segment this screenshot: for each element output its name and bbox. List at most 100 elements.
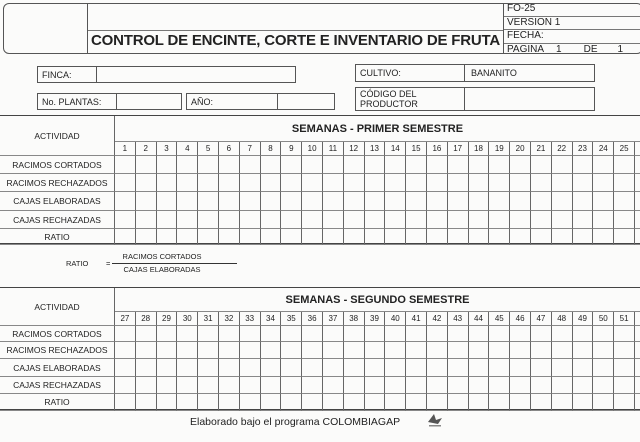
data-cell-12[interactable] <box>343 211 365 229</box>
data-cell-48[interactable] <box>551 342 573 359</box>
anio-field[interactable]: AÑO: <box>186 93 335 110</box>
data-cell-26[interactable] <box>635 174 640 192</box>
data-cell-10[interactable] <box>302 156 323 174</box>
data-cell-32[interactable] <box>219 394 240 411</box>
data-cell-11[interactable] <box>323 156 344 174</box>
data-cell-15[interactable] <box>406 156 427 174</box>
productor-field[interactable]: CÓDIGO DEL PRODUCTOR <box>355 87 595 111</box>
data-cell-31[interactable] <box>198 359 219 377</box>
data-cell-34[interactable] <box>260 394 282 411</box>
data-cell-12[interactable] <box>343 229 365 245</box>
data-cell-3[interactable] <box>156 174 178 192</box>
data-cell-1[interactable] <box>115 156 136 174</box>
data-cell-37[interactable] <box>323 342 344 359</box>
data-cell-31[interactable] <box>198 342 219 359</box>
data-cell-4[interactable] <box>177 156 199 174</box>
data-cell-49[interactable] <box>572 359 594 377</box>
data-cell-23[interactable] <box>572 156 594 174</box>
data-cell-6[interactable] <box>219 211 240 229</box>
data-cell-5[interactable] <box>198 229 219 245</box>
data-cell-20[interactable] <box>510 192 531 211</box>
data-cell-23[interactable] <box>572 229 594 245</box>
data-cell-27[interactable] <box>115 342 136 359</box>
data-cell-19[interactable] <box>489 211 511 229</box>
data-cell-6[interactable] <box>219 192 240 211</box>
data-cell-29[interactable] <box>156 377 178 394</box>
data-cell-27[interactable] <box>115 394 136 411</box>
data-cell-43[interactable] <box>447 377 469 394</box>
data-cell-38[interactable] <box>343 394 365 411</box>
data-cell-14[interactable] <box>385 192 407 211</box>
data-cell-18[interactable] <box>468 192 490 211</box>
data-cell-9[interactable] <box>281 156 303 174</box>
finca-value[interactable] <box>97 67 109 82</box>
data-cell-7[interactable] <box>239 211 261 229</box>
data-cell-8[interactable] <box>260 211 282 229</box>
data-cell-25[interactable] <box>614 192 635 211</box>
data-cell-24[interactable] <box>593 211 615 229</box>
data-cell-14[interactable] <box>385 156 407 174</box>
data-cell-17[interactable] <box>447 156 469 174</box>
data-cell-42[interactable] <box>427 342 448 359</box>
data-cell-29[interactable] <box>156 342 178 359</box>
data-cell-38[interactable] <box>343 377 365 394</box>
data-cell-34[interactable] <box>260 359 282 377</box>
data-cell-51[interactable] <box>614 342 635 359</box>
data-cell-51[interactable] <box>614 326 635 342</box>
data-cell-6[interactable] <box>219 156 240 174</box>
data-cell-48[interactable] <box>551 394 573 411</box>
data-cell-13[interactable] <box>364 192 386 211</box>
data-cell-51[interactable] <box>614 377 635 394</box>
data-cell-5[interactable] <box>198 192 219 211</box>
data-cell-17[interactable] <box>447 229 469 245</box>
data-cell-30[interactable] <box>177 394 199 411</box>
data-cell-20[interactable] <box>510 174 531 192</box>
data-cell-8[interactable] <box>260 192 282 211</box>
data-cell-34[interactable] <box>260 377 282 394</box>
data-cell-35[interactable] <box>281 394 303 411</box>
data-cell-48[interactable] <box>551 359 573 377</box>
data-cell-22[interactable] <box>551 211 573 229</box>
data-cell-14[interactable] <box>385 229 407 245</box>
data-cell-29[interactable] <box>156 394 178 411</box>
data-cell-24[interactable] <box>593 192 615 211</box>
data-cell-27[interactable] <box>115 359 136 377</box>
data-cell-9[interactable] <box>281 229 303 245</box>
data-cell-39[interactable] <box>364 326 386 342</box>
data-cell-10[interactable] <box>302 229 323 245</box>
data-cell-44[interactable] <box>468 394 490 411</box>
data-cell-49[interactable] <box>572 326 594 342</box>
data-cell-16[interactable] <box>427 192 448 211</box>
data-cell-46[interactable] <box>510 377 531 394</box>
data-cell-40[interactable] <box>385 326 407 342</box>
data-cell-5[interactable] <box>198 156 219 174</box>
data-cell-52[interactable] <box>635 359 640 377</box>
data-cell-3[interactable] <box>156 211 178 229</box>
data-cell-37[interactable] <box>323 394 344 411</box>
data-cell-43[interactable] <box>447 359 469 377</box>
data-cell-13[interactable] <box>364 156 386 174</box>
data-cell-9[interactable] <box>281 192 303 211</box>
data-cell-49[interactable] <box>572 394 594 411</box>
data-cell-41[interactable] <box>406 326 427 342</box>
data-cell-7[interactable] <box>239 174 261 192</box>
data-cell-13[interactable] <box>364 174 386 192</box>
data-cell-12[interactable] <box>343 174 365 192</box>
data-cell-8[interactable] <box>260 174 282 192</box>
data-cell-35[interactable] <box>281 359 303 377</box>
data-cell-26[interactable] <box>635 229 640 245</box>
data-cell-44[interactable] <box>468 359 490 377</box>
data-cell-29[interactable] <box>156 359 178 377</box>
data-cell-41[interactable] <box>406 377 427 394</box>
data-cell-22[interactable] <box>551 174 573 192</box>
data-cell-51[interactable] <box>614 394 635 411</box>
data-cell-34[interactable] <box>260 326 282 342</box>
data-cell-50[interactable] <box>593 342 615 359</box>
data-cell-24[interactable] <box>593 156 615 174</box>
data-cell-20[interactable] <box>510 156 531 174</box>
data-cell-41[interactable] <box>406 394 427 411</box>
data-cell-38[interactable] <box>343 326 365 342</box>
data-cell-16[interactable] <box>427 211 448 229</box>
data-cell-8[interactable] <box>260 229 282 245</box>
data-cell-12[interactable] <box>343 156 365 174</box>
